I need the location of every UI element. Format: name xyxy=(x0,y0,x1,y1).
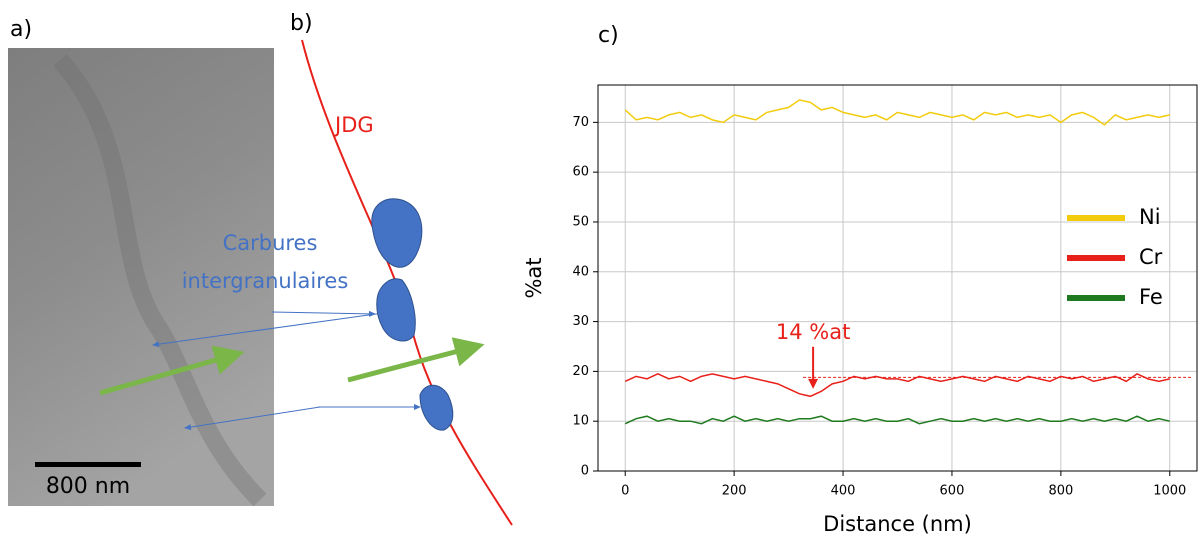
legend-label: Fe xyxy=(1139,285,1163,309)
pointer-arrow xyxy=(271,310,376,317)
profile-arrow xyxy=(347,337,485,383)
scale-label: 800 nm xyxy=(46,474,130,499)
x-tick-label: 400 xyxy=(831,484,856,499)
data-line xyxy=(624,415,1170,425)
panel-label: b) xyxy=(290,11,313,36)
y-tick-label: 50 xyxy=(572,214,589,229)
plot-frame xyxy=(597,84,1198,472)
x-tick-label: 0 xyxy=(621,484,629,499)
profile-arrow xyxy=(99,345,245,396)
x-tick-label: 600 xyxy=(940,484,965,499)
annotation-arrowhead xyxy=(808,378,819,389)
carbide xyxy=(376,278,416,342)
carbide-label: intergranulaires xyxy=(182,269,349,293)
carbide xyxy=(419,384,454,431)
sem-image xyxy=(8,48,274,506)
chart: 0 10 20 30 40 50 60 70 0 200 400 600 800 1000 Distance… xyxy=(522,84,1198,536)
carbide xyxy=(371,198,423,268)
y-tick-label: 30 xyxy=(572,314,589,329)
x-tick-label: 800 xyxy=(1048,484,1073,499)
y-tick-label: 20 xyxy=(572,364,589,379)
legend-label: Cr xyxy=(1139,245,1163,269)
boundary-label: JDG xyxy=(333,113,374,137)
x-axis-label: Distance (nm) xyxy=(823,512,972,536)
legend-label: Ni xyxy=(1139,205,1161,229)
y-tick-label: 0 xyxy=(581,464,589,479)
carbide-label: Carbures xyxy=(223,231,318,255)
pointer-arrow xyxy=(152,311,391,348)
annotation-text: 14 %at xyxy=(776,320,850,344)
x-tick-label: 1000 xyxy=(1153,484,1186,499)
y-tick-label: 70 xyxy=(572,115,589,130)
data-line xyxy=(624,373,1170,398)
data-line xyxy=(624,99,1170,126)
panel-label: a) xyxy=(10,17,32,42)
grain-shade xyxy=(53,54,267,507)
y-tick-label: 60 xyxy=(572,165,589,180)
y-axis-label: %at xyxy=(522,257,546,298)
y-tick-label: 40 xyxy=(572,264,589,279)
x-tick-label: 200 xyxy=(722,484,747,499)
pointer-arrow xyxy=(184,406,321,431)
y-tick-label: 10 xyxy=(572,414,589,429)
scale-bar xyxy=(35,462,141,467)
panel-label: c) xyxy=(598,23,619,48)
